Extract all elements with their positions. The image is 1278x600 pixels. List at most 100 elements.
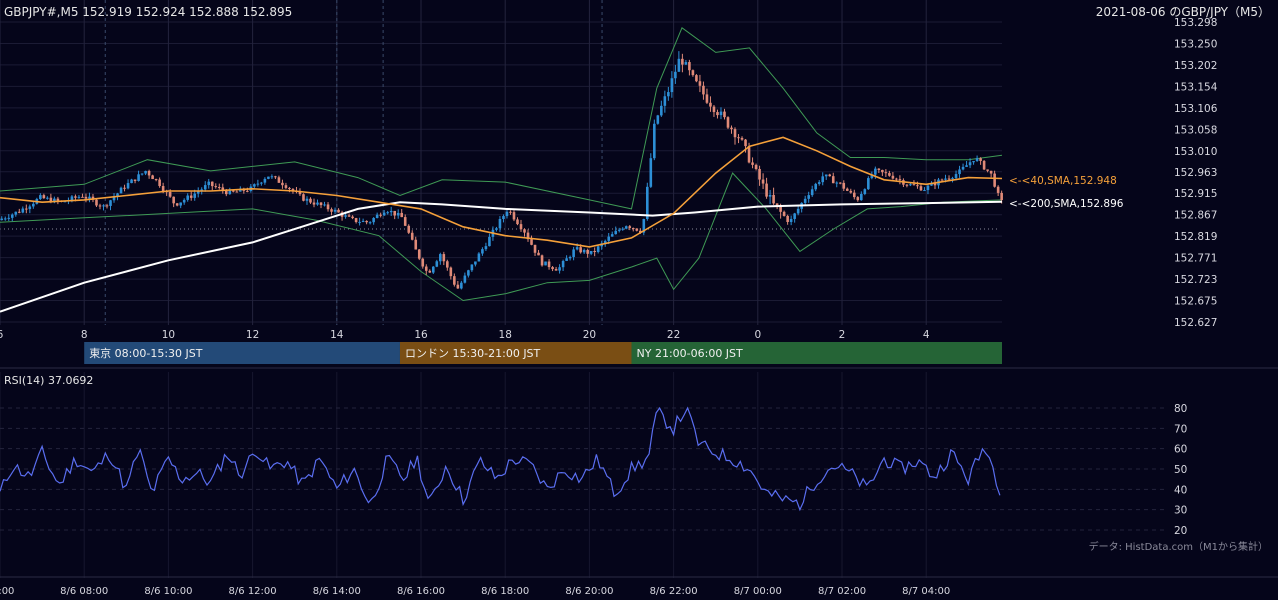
sma40-line (0, 136, 1003, 248)
candle-body (119, 187, 123, 194)
candle-body (642, 219, 646, 233)
candle-body (951, 177, 954, 179)
candle-body (537, 252, 540, 256)
candle-body (7, 217, 11, 219)
candle-body (589, 250, 593, 254)
candle-body (719, 111, 723, 116)
candle-body (147, 170, 151, 176)
candle-body (158, 179, 161, 187)
candle-body (386, 212, 389, 214)
candle-body (302, 194, 305, 201)
rsi-line (0, 406, 1001, 512)
candle-body (3, 218, 7, 220)
candle-body (656, 115, 660, 124)
candle-body (63, 201, 67, 203)
price-tick-label: 152.723 (1174, 274, 1217, 286)
candle-body (140, 173, 144, 175)
candle-body (796, 208, 800, 214)
candle-body (631, 227, 635, 229)
session-label: NY 21:00-06:00 JST (637, 347, 744, 360)
candle-body (852, 192, 856, 198)
candle-body (933, 183, 937, 186)
hour-tick-label: 0 (754, 329, 761, 341)
candle-body (446, 261, 449, 268)
candle-body (309, 198, 312, 203)
candle-body (46, 197, 49, 199)
candle-body (695, 75, 698, 82)
candle-body (663, 96, 667, 106)
candle-body (235, 191, 239, 193)
candle-body (698, 81, 702, 86)
candle-body (351, 216, 354, 219)
candle-body (516, 219, 519, 225)
rsi-axis: 80 70 60 50 40 30 20 (1174, 403, 1187, 537)
candle-body (554, 269, 558, 271)
candle-body (930, 183, 933, 186)
candle-body (712, 106, 716, 113)
candle-body (793, 213, 796, 219)
candle-body (751, 162, 754, 165)
candle-body (232, 190, 235, 192)
candle-body (544, 261, 547, 266)
candle-body (884, 172, 888, 174)
candle-body (730, 127, 733, 130)
hour-tick-label: 2 (839, 329, 846, 341)
candle-body (607, 236, 611, 241)
candle-body (207, 181, 211, 186)
candle-body (807, 195, 810, 199)
bb-upper-line (0, 27, 1003, 210)
rsi-series (0, 406, 1001, 512)
main-grid (0, 21, 1002, 323)
candle-body (617, 229, 621, 231)
candle-body (905, 184, 909, 186)
candle-body (221, 187, 225, 191)
rsi-tick-label: 80 (1174, 403, 1187, 415)
candle-body (396, 212, 400, 216)
candle-body (533, 244, 537, 253)
rsi-tick-label: 60 (1174, 444, 1187, 456)
candle-body (81, 196, 84, 198)
time-tick-label: 06:00 (0, 586, 14, 597)
candle-body (895, 178, 898, 180)
rsi-tick-label: 70 (1174, 423, 1187, 435)
candle-body (368, 222, 372, 224)
price-tick-label: 152.675 (1174, 296, 1217, 308)
price-tick-label: 152.915 (1174, 188, 1217, 200)
candle-body (105, 205, 109, 207)
candle-body (263, 178, 267, 183)
candle-body (919, 186, 923, 191)
rsi-grid (0, 407, 1165, 531)
candle-body (831, 176, 835, 184)
candle-body (975, 158, 979, 162)
candle-body (674, 71, 677, 79)
candle-body (775, 203, 779, 207)
candle-body (172, 196, 175, 204)
candle-body (217, 186, 221, 188)
candle-body (449, 267, 453, 277)
hour-tick-label: 18 (499, 329, 512, 341)
candle-body (109, 200, 112, 206)
candle-body (737, 137, 740, 139)
candle-body (909, 184, 912, 186)
candle-body (923, 190, 926, 192)
candle-body (39, 195, 42, 200)
candle-body (996, 186, 1000, 193)
candle-body (667, 92, 670, 97)
price-tick-label: 153.298 (1174, 17, 1217, 29)
candle-body (98, 205, 102, 207)
candle-body (375, 214, 379, 219)
candle-body (968, 162, 972, 166)
candle-body (0, 218, 4, 221)
candle-body (572, 249, 575, 257)
candle-body (638, 230, 642, 233)
candle-body (77, 196, 81, 198)
candle-body (424, 266, 428, 271)
candle-body (842, 182, 846, 189)
candle-body (677, 58, 681, 72)
candle-body (898, 179, 902, 181)
candle-body (551, 267, 554, 270)
time-tick-label: 8/6 08:00 (60, 586, 108, 597)
time-tick-label: 8/6 20:00 (565, 586, 613, 597)
candle-body (881, 169, 884, 173)
candle-body (684, 62, 688, 65)
